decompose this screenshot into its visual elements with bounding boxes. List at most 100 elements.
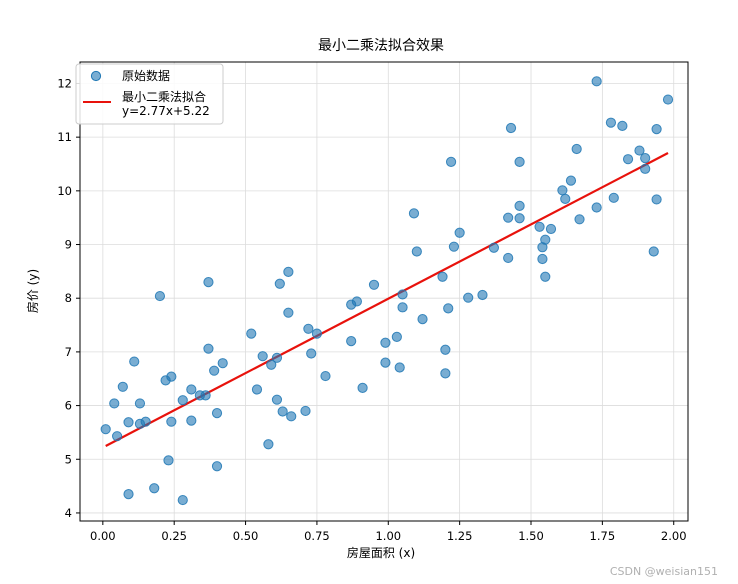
data-point bbox=[557, 185, 568, 196]
chart-title: 最小二乘法拟合效果 bbox=[318, 38, 444, 54]
data-point bbox=[320, 370, 331, 382]
data-point bbox=[274, 278, 285, 289]
data-point bbox=[149, 483, 160, 494]
data-point bbox=[608, 192, 619, 203]
x-axis-ticks: 0.00 0.25 0.50 0.75 1.00 1.25 1.50 1.75 2.00 bbox=[90, 521, 687, 543]
data-point bbox=[200, 390, 211, 401]
data-point bbox=[437, 271, 448, 282]
data-point bbox=[257, 351, 268, 362]
data-point bbox=[109, 398, 120, 409]
legend-box bbox=[75, 63, 224, 125]
y-tick-label: 8 bbox=[65, 291, 72, 305]
plot-frame bbox=[79, 61, 689, 522]
data-point bbox=[177, 494, 188, 506]
y-tick-label: 11 bbox=[57, 130, 72, 144]
data-point bbox=[251, 384, 263, 395]
data-point bbox=[380, 357, 391, 368]
data-point bbox=[380, 337, 391, 348]
data-point bbox=[648, 246, 659, 257]
data-point bbox=[166, 416, 177, 427]
y-axis-ticks: 4 5 6 7 8 9 10 11 12 bbox=[57, 76, 80, 520]
data-point bbox=[271, 394, 283, 405]
data-point bbox=[651, 194, 662, 205]
data-point bbox=[117, 381, 128, 392]
data-point bbox=[203, 277, 214, 288]
data-point bbox=[537, 253, 548, 265]
y-tick-label: 5 bbox=[65, 452, 72, 466]
data-point bbox=[463, 292, 474, 303]
data-point bbox=[140, 416, 151, 427]
data-point bbox=[211, 461, 223, 472]
data-point bbox=[443, 303, 454, 314]
data-point bbox=[203, 343, 214, 354]
data-point bbox=[445, 156, 457, 167]
data-point bbox=[217, 358, 228, 369]
y-axis-label: 房价 (y) bbox=[25, 269, 40, 313]
x-tick-label: 0.50 bbox=[233, 529, 259, 543]
data-point bbox=[503, 252, 514, 264]
data-point bbox=[271, 352, 283, 363]
grid bbox=[80, 62, 688, 521]
data-point bbox=[617, 120, 628, 131]
data-point bbox=[662, 94, 674, 105]
data-point bbox=[300, 405, 311, 417]
y-tick-label: 9 bbox=[65, 238, 72, 252]
data-point bbox=[545, 223, 557, 235]
data-point bbox=[286, 411, 297, 422]
legend-label-fit: 最小二乘法拟合 y=2.77x+5.22 bbox=[122, 89, 210, 118]
scatter-points bbox=[100, 76, 674, 506]
data-point bbox=[306, 348, 317, 359]
data-point bbox=[503, 212, 514, 223]
data-point bbox=[100, 424, 111, 435]
data-point bbox=[163, 455, 174, 466]
x-tick-label: 1.00 bbox=[375, 529, 401, 543]
data-point bbox=[351, 296, 362, 307]
data-point bbox=[565, 175, 577, 186]
data-point bbox=[560, 193, 571, 204]
data-point bbox=[368, 279, 380, 290]
data-point bbox=[640, 152, 651, 164]
data-point bbox=[514, 156, 525, 167]
data-point bbox=[391, 331, 402, 342]
data-point bbox=[123, 417, 134, 428]
data-point bbox=[448, 241, 460, 252]
data-point bbox=[283, 266, 294, 278]
data-point bbox=[622, 154, 634, 165]
x-tick-label: 1.75 bbox=[590, 529, 616, 543]
data-point bbox=[514, 213, 525, 224]
data-point bbox=[640, 163, 651, 174]
data-point bbox=[346, 336, 357, 347]
data-point bbox=[357, 382, 368, 393]
data-point bbox=[540, 234, 551, 245]
x-axis-label: 房屋面积 (x) bbox=[347, 545, 415, 560]
data-point bbox=[534, 221, 545, 232]
data-point bbox=[634, 145, 645, 156]
data-point bbox=[277, 406, 288, 417]
data-point bbox=[186, 415, 197, 426]
data-point bbox=[303, 323, 314, 334]
data-point bbox=[411, 246, 422, 257]
data-point bbox=[209, 365, 220, 376]
data-point bbox=[571, 143, 582, 155]
x-tick-label: 1.25 bbox=[447, 529, 473, 543]
y-tick-label: 12 bbox=[57, 76, 72, 90]
data-point bbox=[154, 290, 166, 302]
data-point bbox=[477, 289, 488, 301]
y-tick-label: 7 bbox=[65, 345, 72, 359]
legend-label-scatter: 原始数据 bbox=[122, 68, 170, 83]
data-point bbox=[440, 368, 451, 379]
data-point bbox=[540, 271, 551, 282]
data-point bbox=[397, 302, 408, 313]
data-point bbox=[211, 407, 223, 419]
data-point bbox=[417, 314, 428, 325]
x-tick-label: 0.00 bbox=[90, 529, 116, 543]
data-point bbox=[605, 117, 617, 128]
data-point bbox=[488, 242, 499, 253]
watermark: CSDN @weisian151 bbox=[610, 565, 718, 578]
x-tick-label: 0.25 bbox=[161, 529, 187, 543]
data-point bbox=[574, 214, 585, 225]
data-point bbox=[397, 289, 408, 300]
data-point bbox=[651, 124, 662, 135]
data-point bbox=[514, 200, 525, 211]
